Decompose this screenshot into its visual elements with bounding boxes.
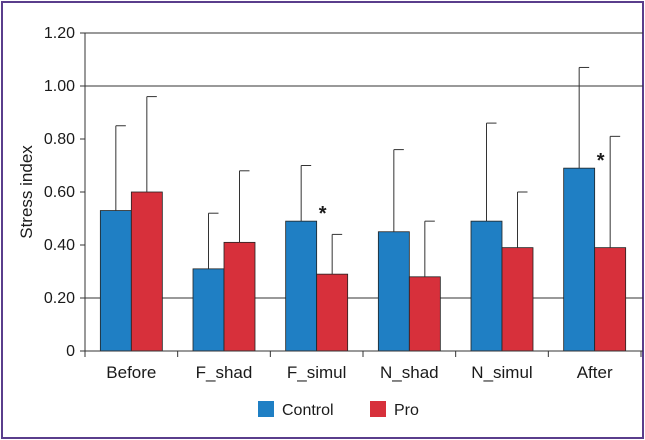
gridlines [85, 32, 643, 299]
legend-label-control: Control [282, 402, 334, 419]
x-tick-label-before: Before [106, 363, 156, 382]
x-tick-label-f-shad: F_shad [196, 363, 253, 382]
x-tick-label-f-simul: F_simul [287, 363, 347, 382]
bar-pro-f-shad [223, 241, 256, 352]
y-tick-label: 1.00 [44, 78, 75, 95]
legend-swatch-control [258, 401, 274, 417]
y-tick-label: 0 [66, 343, 75, 360]
y-tick-label: 1.20 [44, 25, 75, 42]
x-tick-labels: Before F_shad F_simul N_shad N_simul After [106, 363, 613, 382]
x-tick-label-n-simul: N_simul [471, 363, 532, 382]
legend: Control Pro [258, 401, 419, 419]
y-tick-label: 0.60 [44, 184, 75, 201]
significance-markers: ** [319, 150, 605, 225]
bar-control-after [563, 167, 596, 352]
significance-star-f-simul: * [319, 203, 327, 225]
x-tick-label-after: After [577, 363, 613, 382]
y-tick-label: 0.40 [44, 237, 75, 254]
y-axis-label: Stress index [17, 145, 36, 239]
axes [80, 32, 643, 357]
bar-control-f-simul [285, 220, 318, 352]
error-bars [115, 66, 621, 277]
bar-pro-n-shad [408, 276, 441, 352]
y-tick-labels: 0 0.20 0.40 0.60 0.80 1.00 1.20 [44, 25, 75, 360]
x-tick-label-n-shad: N_shad [380, 363, 439, 382]
bar-control-n-simul [470, 220, 503, 352]
bar-pro-after [594, 247, 627, 352]
y-tick-label: 0.20 [44, 290, 75, 307]
bar-pro-n-simul [501, 247, 534, 352]
bar-pro-before [130, 191, 163, 352]
bar-control-f-shad [192, 268, 225, 352]
bar-control-before [99, 210, 132, 352]
bar-control-n-shad [377, 231, 410, 352]
bar-pro-f-simul [316, 273, 349, 352]
y-tick-label: 0.80 [44, 131, 75, 148]
legend-label-pro: Pro [394, 402, 419, 419]
bars [99, 167, 627, 352]
legend-swatch-pro [370, 401, 386, 417]
significance-star-after: * [597, 150, 605, 172]
